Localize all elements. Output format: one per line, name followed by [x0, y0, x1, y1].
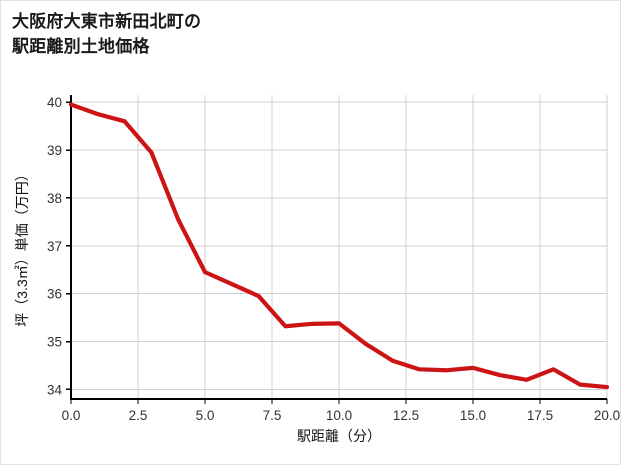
- x-tick-label: 10.0: [326, 408, 352, 423]
- y-tick-label: 40: [47, 95, 62, 110]
- y-tick-label: 37: [47, 239, 62, 254]
- data-line-series-1: [68, 102, 610, 390]
- y-tick-label: 39: [47, 143, 62, 158]
- x-tick-labels-group: 0.0 2.5 5.0 7.5 10.0 12.5 15.0 17.5 20.0: [62, 408, 620, 423]
- x-tick-label: 20.0: [594, 408, 620, 423]
- y-axis-title: 坪（3.3㎡）単価（万円）: [14, 167, 30, 326]
- y-tick-label: 34: [47, 382, 63, 397]
- x-tick-label: 17.5: [527, 408, 553, 423]
- y-tick-label: 35: [47, 335, 62, 350]
- x-tick-label: 7.5: [263, 408, 282, 423]
- y-tick-label: 38: [47, 191, 62, 206]
- x-axis-title: 駅距離（分）: [297, 428, 381, 444]
- axis-spines-group: [69, 95, 607, 401]
- y-tick-label: 36: [47, 287, 62, 302]
- gridlines-group: [70, 95, 608, 399]
- x-tick-label: 5.0: [196, 408, 215, 423]
- x-tick-label: 12.5: [393, 408, 419, 423]
- x-tick-label: 2.5: [129, 408, 148, 423]
- x-tick-label: 15.0: [460, 408, 486, 423]
- y-tick-labels-group: 34 35 36 37 38 39 40: [47, 95, 63, 397]
- x-tick-label: 0.0: [62, 408, 81, 423]
- chart-title: 大阪府大東市新田北町の 駅距離別土地価格: [12, 12, 202, 56]
